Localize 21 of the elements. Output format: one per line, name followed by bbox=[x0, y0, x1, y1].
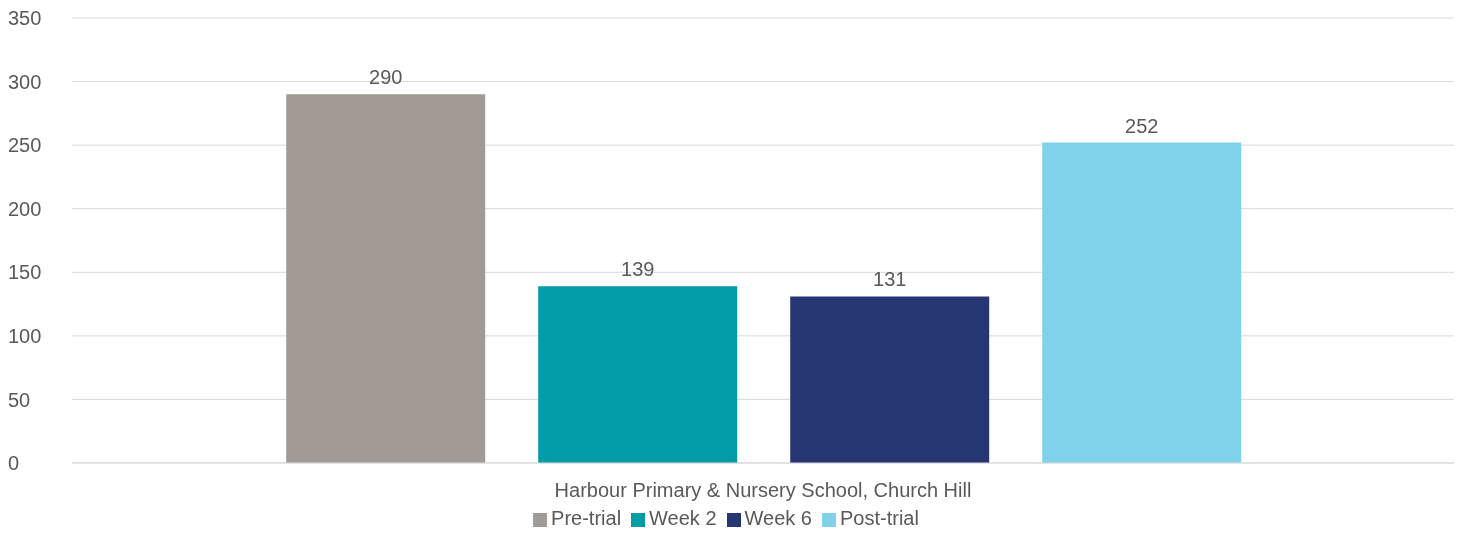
data-label: 252 bbox=[1125, 114, 1159, 137]
bar bbox=[538, 286, 738, 463]
y-tick-label: 350 bbox=[8, 7, 42, 30]
data-label: 290 bbox=[369, 66, 403, 89]
y-tick-label: 50 bbox=[8, 388, 31, 411]
y-tick-label: 200 bbox=[8, 197, 42, 220]
y-tick-label: 0 bbox=[8, 452, 20, 475]
data-label: 139 bbox=[621, 258, 655, 281]
y-tick-label: 150 bbox=[8, 261, 42, 284]
y-tick-label: 300 bbox=[8, 70, 42, 93]
legend-label: Week 6 bbox=[744, 507, 812, 529]
bar bbox=[790, 296, 990, 463]
legend-label: Post-trial bbox=[840, 507, 919, 529]
legend-label: Week 2 bbox=[649, 507, 717, 529]
x-tick-label: Harbour Primary & Nursery School, Church Hill bbox=[554, 479, 972, 502]
bar bbox=[1042, 142, 1242, 463]
y-tick-label: 100 bbox=[8, 324, 42, 347]
legend-label: Pre-trial bbox=[551, 507, 622, 529]
data-label: 131 bbox=[873, 268, 907, 291]
bar bbox=[286, 94, 486, 463]
y-tick-label: 250 bbox=[8, 134, 42, 157]
